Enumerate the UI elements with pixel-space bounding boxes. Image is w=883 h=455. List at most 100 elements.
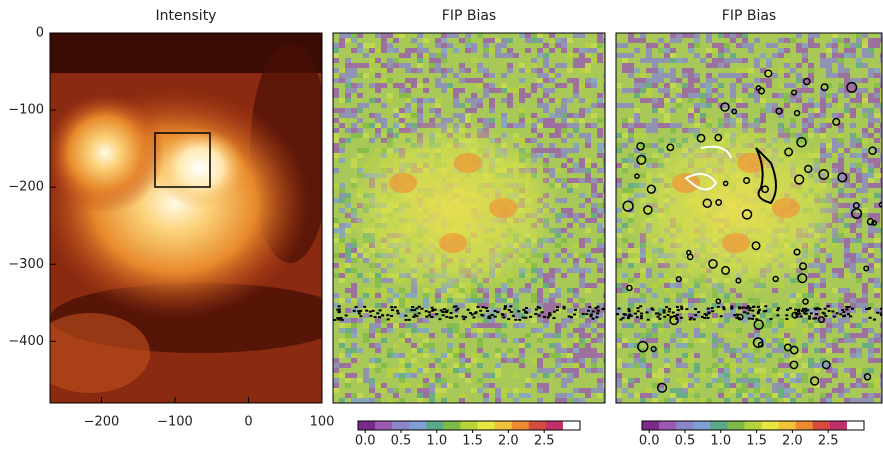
dark-pixel <box>543 316 546 318</box>
speckle <box>646 313 652 318</box>
speckle <box>333 48 339 53</box>
speckle <box>700 103 706 108</box>
speckle <box>549 153 555 158</box>
speckle <box>856 323 862 328</box>
speckle <box>688 93 694 98</box>
dark-pixel <box>391 309 394 311</box>
speckle <box>622 43 628 48</box>
speckle <box>453 88 459 93</box>
speckle <box>754 63 760 68</box>
speckle <box>519 348 525 353</box>
speckle <box>712 363 718 368</box>
speckle <box>351 33 357 38</box>
dark-pixel <box>680 317 683 319</box>
speckle <box>754 368 760 373</box>
speckle <box>850 298 856 303</box>
speckle <box>507 53 513 58</box>
speckle <box>682 388 688 393</box>
speckle <box>351 323 357 328</box>
speckle <box>573 83 579 88</box>
speckle <box>730 93 736 98</box>
speckle <box>838 68 844 73</box>
speckle <box>628 383 634 388</box>
speckle <box>567 68 573 73</box>
speckle <box>844 238 850 243</box>
speckle <box>652 118 658 123</box>
speckle <box>351 298 357 303</box>
speckle <box>652 318 658 323</box>
speckle <box>447 83 453 88</box>
speckle <box>838 58 844 63</box>
speckle <box>622 58 628 63</box>
speckle <box>339 233 345 238</box>
dark-pixel <box>637 310 640 312</box>
speckle <box>856 253 862 258</box>
speckle <box>616 363 622 368</box>
speckle <box>357 43 363 48</box>
speckle <box>622 163 628 168</box>
speckle <box>393 83 399 88</box>
speckle <box>351 293 357 298</box>
speckle <box>459 333 465 338</box>
speckle <box>369 378 375 383</box>
dark-pixel <box>535 308 538 310</box>
speckle <box>700 298 706 303</box>
speckle <box>579 323 585 328</box>
speckle <box>850 238 856 243</box>
speckle <box>537 273 543 278</box>
speckle <box>766 343 772 348</box>
speckle <box>453 383 459 388</box>
speckle <box>579 118 585 123</box>
speckle <box>537 358 543 363</box>
speckle <box>658 323 664 328</box>
speckle <box>706 98 712 103</box>
speckle <box>850 113 856 118</box>
colorbar-segment <box>659 421 677 430</box>
speckle <box>525 118 531 123</box>
dark-pixel <box>831 311 834 313</box>
dark-pixel <box>428 314 431 316</box>
speckle <box>688 88 694 93</box>
speckle <box>579 163 585 168</box>
speckle <box>832 338 838 343</box>
speckle <box>622 223 628 228</box>
speckle <box>543 118 549 123</box>
speckle <box>688 373 694 378</box>
speckle <box>339 268 345 273</box>
speckle <box>357 318 363 323</box>
speckle <box>555 323 561 328</box>
speckle <box>628 73 634 78</box>
speckle <box>850 53 856 58</box>
dark-pixel <box>428 311 431 313</box>
speckle <box>423 48 429 53</box>
speckle <box>579 58 585 63</box>
speckle <box>531 88 537 93</box>
speckle <box>640 363 646 368</box>
speckle <box>838 328 844 333</box>
speckle <box>561 393 567 398</box>
speckle <box>850 293 856 298</box>
speckle <box>549 33 555 38</box>
speckle <box>790 373 796 378</box>
speckle <box>561 318 567 323</box>
speckle <box>561 43 567 48</box>
speckle <box>634 118 640 123</box>
speckle <box>333 273 339 278</box>
speckle <box>802 293 808 298</box>
speckle <box>333 358 339 363</box>
speckle <box>375 303 381 308</box>
speckle <box>628 158 634 163</box>
dark-pixel <box>639 305 642 307</box>
speckle <box>573 148 579 153</box>
speckle <box>339 78 345 83</box>
speckle <box>561 138 567 143</box>
speckle <box>760 113 766 118</box>
speckle <box>339 138 345 143</box>
speckle <box>838 73 844 78</box>
speckle <box>591 123 597 128</box>
speckle <box>754 298 760 303</box>
speckle <box>862 178 868 183</box>
speckle <box>664 348 670 353</box>
colorbar-tick-label: 0.0 <box>355 434 376 449</box>
speckle <box>862 138 868 143</box>
